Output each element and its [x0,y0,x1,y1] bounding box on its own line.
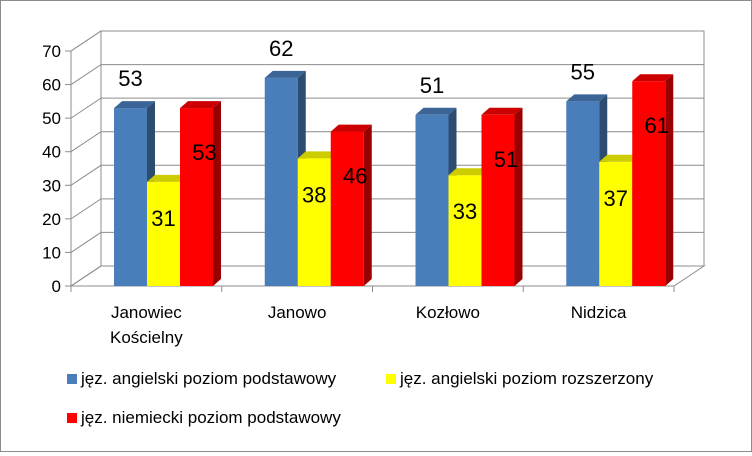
bar-top [180,101,221,109]
bar [632,81,666,286]
bar-side [363,124,372,286]
x-tick-label: Nidzica [571,303,627,322]
bar-side [514,107,523,287]
gridline [70,64,704,85]
data-label: 62 [269,36,293,61]
side-wall [70,30,102,287]
x-tick-label: Janowo [268,303,327,322]
bar [481,114,515,287]
bar [147,181,180,286]
x-axis-labels: Janowiec Kościelny Janowo Kozłowo Nidzica [110,303,627,347]
bar-top [330,124,372,132]
bar-top [297,151,339,159]
bars [114,70,674,287]
bar-top [566,94,608,102]
bar-top [632,74,674,82]
legend-label: jęz. angielski poziom podstawowy [80,369,337,388]
y-tick-label: 20 [42,210,61,229]
bar [264,77,298,286]
bar-side [213,101,221,286]
bar [114,108,147,286]
gridline [70,97,704,119]
bar [297,158,331,286]
x-tick-label: Kościelny [110,328,183,347]
gridline [70,131,704,153]
bar-top [481,107,523,115]
data-labels: 53 31 53 62 38 46 51 33 51 55 37 61 [118,36,669,231]
bar-top [264,70,306,78]
legend-swatch [386,374,396,384]
y-tick-label: 70 [42,42,61,61]
bar-top [147,174,188,182]
bar [415,114,449,287]
y-tick-label: 50 [42,109,61,128]
bar [599,161,633,286]
bar [566,101,600,286]
legend-swatch [67,374,77,384]
data-label: 55 [571,59,595,84]
data-label: 51 [420,73,444,98]
bar-side [665,74,674,286]
legend-label: jęz. niemiecki poziom podstawowy [80,408,341,427]
data-label: 37 [604,186,628,211]
data-label: 53 [192,140,216,165]
x-tick-label: Janowiec [111,303,182,322]
y-axis-ticks: 0 10 20 30 40 50 60 70 [42,42,61,296]
data-label: 33 [453,199,477,224]
data-label: 53 [118,66,142,91]
data-label: 46 [343,164,367,189]
y-tick-label: 40 [42,143,61,162]
y-tick-label: 10 [42,243,61,262]
data-label: 51 [494,147,518,172]
y-tick-label: 60 [42,76,61,95]
y-tick-label: 0 [52,277,61,296]
bar-top [415,107,457,115]
bar [448,175,482,286]
bar-top [114,101,155,109]
bar [180,108,213,286]
data-label: 31 [151,206,175,231]
data-label: 61 [645,113,669,138]
bar [330,131,364,286]
legend-label: jęz. angielski poziom rozszerzony [399,369,654,388]
bar-top [599,154,641,162]
x-tick-label: Kozłowo [416,303,480,322]
legend: jęz. angielski poziom podstawowy jęz. ang… [67,369,654,427]
bar-top [448,168,490,176]
gridline [70,30,704,52]
data-label: 38 [302,182,326,207]
y-tick-label: 30 [42,176,61,195]
legend-swatch [67,413,77,423]
